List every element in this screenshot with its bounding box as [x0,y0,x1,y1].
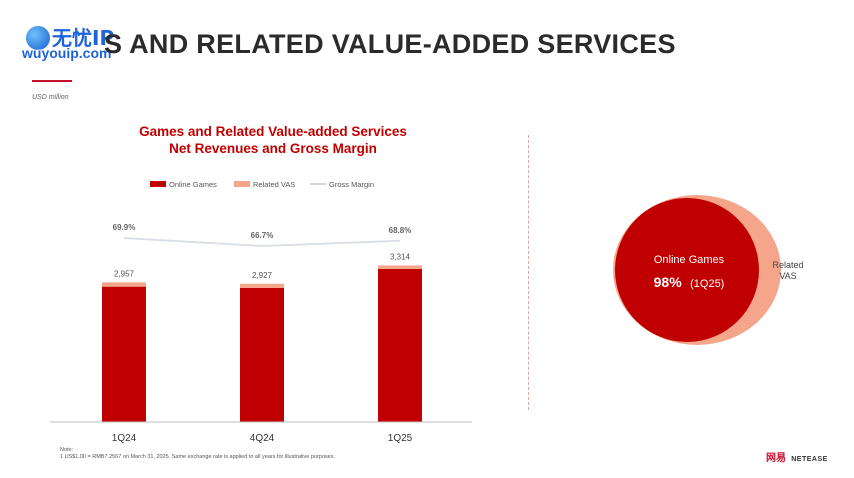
page-title: S AND RELATED VALUE-ADDED SERVICES [104,29,676,59]
total-label-4Q24: 2,927 [252,271,273,280]
gross-margin-label-4Q24: 66.7% [251,231,274,240]
mix-inner-value: 98% [654,274,683,290]
gross-margin-label-1Q24: 69.9% [113,223,136,232]
footnote: Note: 1 US$1.00 = RMB7.2567 on March 31,… [60,447,335,462]
section-divider [528,135,529,410]
bar-related-vas-1Q25 [378,265,422,269]
total-label-1Q25: 3,314 [390,253,411,262]
title-underline [32,80,72,82]
watermark-brand: 无忧IP [52,26,115,50]
gross-margin-line [123,237,401,247]
online-games-circle [615,198,759,342]
x-tick-label-1Q25: 1Q25 [388,433,413,444]
chart-title-line-2: Net Revenues and Gross Margin [169,141,377,156]
mix-outer-label-line-2: VAS [779,271,796,281]
chart-legend: Online Games Related VAS Gross Margin [150,180,374,189]
total-label-1Q24: 2,957 [114,269,135,278]
mix-inner-label: Online Games [654,254,725,266]
mix-inner-period: (1Q25) [690,278,724,290]
logo-wordmark: NETEASE [791,456,828,463]
mix-inner-value-line: 98% (1Q25) [654,274,725,291]
bar-online-games-4Q24 [240,287,284,422]
unit-label: USD million [32,94,69,101]
watermark: 无忧IP wuyouip.com [10,14,122,64]
netease-logo: 网易 NETEASE [766,449,828,464]
bar-online-games-1Q25 [378,268,422,422]
mix-diagram: Online Games 98% (1Q25) Related VAS [613,195,804,345]
x-tick-label-4Q24: 4Q24 [250,433,275,444]
legend-swatch-online-games [150,181,166,187]
gross-margin-label-1Q25: 68.8% [389,226,412,235]
plot-area: 2,957 1Q24 2,927 4Q24 3,314 1Q25 69.9% 66.7% 68.… [102,223,422,444]
bar-online-games-1Q24 [102,286,146,422]
chart-title-line-1: Games and Related Value-added Services [139,124,407,139]
footnote-text: 1 US$1.00 = RMB7.2567 on March 31, 2025.… [60,454,336,461]
legend-label-related-vas: Related VAS [253,180,295,189]
bar-related-vas-4Q24 [240,283,284,288]
x-tick-label-1Q24: 1Q24 [112,433,137,444]
bar-related-vas-1Q24 [102,282,146,287]
watermark-site: wuyouip.com [22,45,112,61]
mix-outer-label-line-1: Related [772,260,803,270]
logo-mark: 网易 [766,453,786,464]
footnote-heading: Note: [60,447,74,453]
legend-label-gross-margin: Gross Margin [329,180,374,189]
globe-icon [24,24,52,52]
legend-swatch-related-vas [234,181,250,187]
legend-label-online-games: Online Games [169,180,217,189]
